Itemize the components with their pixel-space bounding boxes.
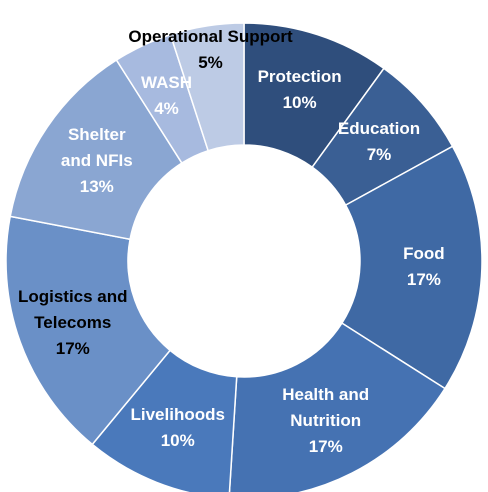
category-label: WASH <box>141 73 192 93</box>
value-label: 17% <box>406 269 441 289</box>
slice <box>340 145 483 390</box>
slice-label: Operational Support 5% <box>91 24 331 76</box>
category-label: Education <box>337 118 421 138</box>
slice <box>169 22 245 152</box>
category-label: Operational Support <box>128 26 293 46</box>
value-label: 13% <box>79 176 114 196</box>
value-label: 7% <box>366 144 392 164</box>
category-label: Food <box>403 243 445 263</box>
category-label: Shelter and NFIs <box>60 124 133 170</box>
slice-label: Protection 10% <box>240 64 360 116</box>
category-label: Logistics and Telecoms <box>17 286 128 332</box>
slice-label: Food 17% <box>384 241 464 293</box>
slice-label: Health and Nutrition 17% <box>261 382 391 460</box>
slice-label: Education 7% <box>324 116 434 168</box>
slice-label: WASH 4% <box>127 70 207 122</box>
category-label: Health and Nutrition <box>282 385 370 431</box>
slice-label: Shelter and NFIs 13% <box>52 122 142 200</box>
slice-label: Livelihoods 10% <box>118 402 238 454</box>
slice-label: Logistics and Telecoms 17% <box>0 284 148 362</box>
category-label: Protection <box>257 66 342 86</box>
value-label: 17% <box>308 437 343 457</box>
slice <box>9 59 183 241</box>
slice <box>5 215 172 446</box>
value-label: 17% <box>55 338 90 358</box>
category-label: Livelihoods <box>130 405 225 425</box>
value-label: 10% <box>282 92 317 112</box>
value-label: 10% <box>160 431 195 451</box>
value-label: 4% <box>154 99 179 119</box>
value-label: 5% <box>198 52 223 72</box>
slice <box>228 322 446 492</box>
